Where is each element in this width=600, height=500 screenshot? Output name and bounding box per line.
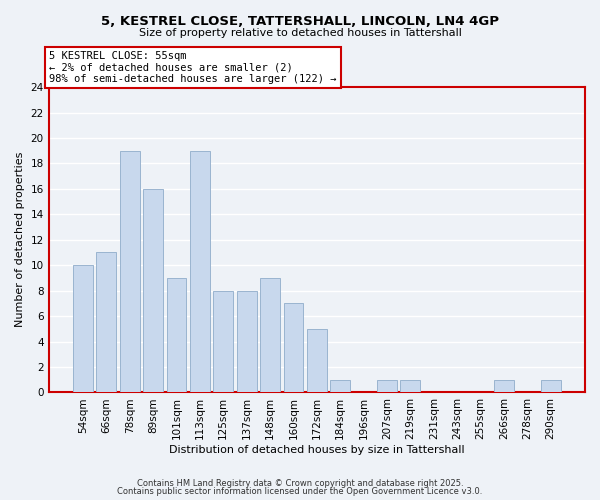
Bar bbox=[307, 329, 327, 392]
Bar bbox=[237, 290, 257, 392]
Bar bbox=[330, 380, 350, 392]
Y-axis label: Number of detached properties: Number of detached properties bbox=[15, 152, 25, 328]
Bar bbox=[214, 290, 233, 392]
Bar bbox=[541, 380, 560, 392]
Bar bbox=[400, 380, 421, 392]
Bar bbox=[143, 189, 163, 392]
Text: 5 KESTREL CLOSE: 55sqm
← 2% of detached houses are smaller (2)
98% of semi-detac: 5 KESTREL CLOSE: 55sqm ← 2% of detached … bbox=[49, 51, 337, 84]
Bar bbox=[120, 150, 140, 392]
Bar bbox=[284, 304, 304, 392]
Text: Contains public sector information licensed under the Open Government Licence v3: Contains public sector information licen… bbox=[118, 487, 482, 496]
Bar bbox=[73, 265, 93, 392]
Text: Contains HM Land Registry data © Crown copyright and database right 2025.: Contains HM Land Registry data © Crown c… bbox=[137, 478, 463, 488]
Bar bbox=[494, 380, 514, 392]
Bar bbox=[190, 150, 210, 392]
Text: 5, KESTREL CLOSE, TATTERSHALL, LINCOLN, LN4 4GP: 5, KESTREL CLOSE, TATTERSHALL, LINCOLN, … bbox=[101, 15, 499, 28]
X-axis label: Distribution of detached houses by size in Tattershall: Distribution of detached houses by size … bbox=[169, 445, 464, 455]
Bar bbox=[97, 252, 116, 392]
Bar bbox=[167, 278, 187, 392]
Bar bbox=[377, 380, 397, 392]
Bar bbox=[260, 278, 280, 392]
Text: Size of property relative to detached houses in Tattershall: Size of property relative to detached ho… bbox=[139, 28, 461, 38]
